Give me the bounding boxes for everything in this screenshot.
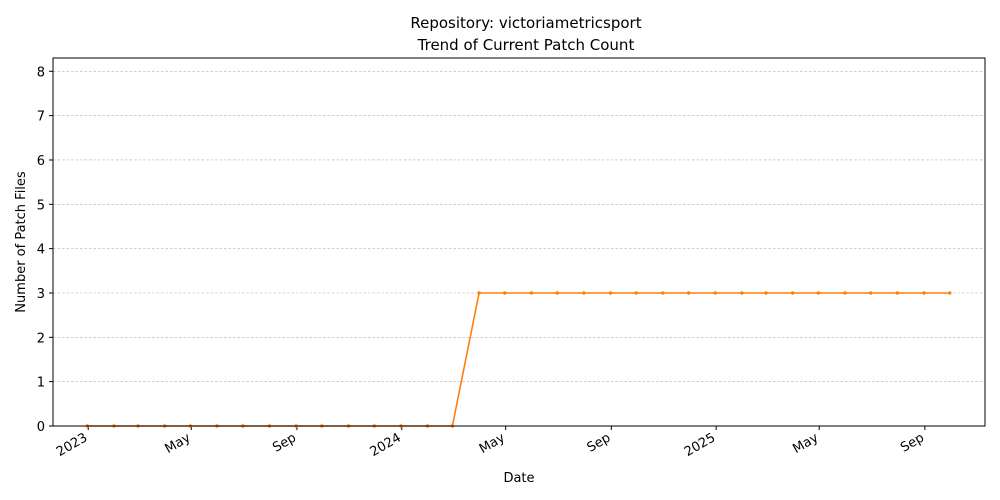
y-tick-label: 5 <box>37 198 45 213</box>
x-axis-label: Date <box>503 471 534 486</box>
y-axis: 0 1 2 3 4 5 6 7 8 <box>37 65 53 435</box>
data-point <box>713 291 717 295</box>
plot-series <box>85 291 952 428</box>
data-point <box>895 291 900 295</box>
data-point <box>634 291 638 295</box>
data-point <box>582 291 586 295</box>
data-point <box>608 291 613 295</box>
x-tick-label: 2023 <box>54 430 90 460</box>
x-tick-label: May <box>477 430 508 457</box>
data-point <box>843 291 847 295</box>
data-point <box>790 291 795 295</box>
x-axis: 2023 May Sep 2024 May Sep 2025 May Sep <box>54 426 927 460</box>
x-tick-label: 2025 <box>682 430 718 460</box>
y-tick-label: 2 <box>37 331 45 346</box>
y-tick-label: 1 <box>37 376 45 391</box>
x-tick-label: Sep <box>270 430 299 455</box>
chart-title-line1: Repository: victoriametricsport <box>410 14 641 32</box>
series-line <box>87 292 950 427</box>
data-point <box>764 291 768 295</box>
y-tick-label: 4 <box>37 243 45 258</box>
grid-lines <box>53 71 985 427</box>
data-point <box>555 291 559 295</box>
data-point <box>477 291 481 295</box>
x-tick-label: May <box>790 430 821 457</box>
y-axis-label: Number of Patch Files <box>14 171 29 313</box>
data-point <box>816 291 821 295</box>
data-point <box>922 291 926 295</box>
data-point <box>869 291 873 295</box>
x-tick-label: Sep <box>898 430 927 455</box>
y-tick-label: 6 <box>37 154 45 169</box>
plot-frame <box>52 57 986 427</box>
data-point <box>740 291 744 295</box>
y-tick-label: 0 <box>37 420 45 435</box>
x-tick-label: May <box>163 430 194 457</box>
data-point <box>529 291 534 295</box>
data-point <box>948 291 952 295</box>
data-point <box>661 291 665 295</box>
data-point <box>686 291 691 295</box>
y-tick-label: 3 <box>37 287 45 302</box>
y-tick-label: 8 <box>37 65 45 80</box>
x-tick-label: Sep <box>585 430 614 455</box>
chart-title-line2: Trend of Current Patch Count <box>417 36 635 54</box>
x-tick-label: 2024 <box>368 430 404 460</box>
data-point <box>503 291 507 295</box>
y-tick-label: 7 <box>37 110 45 125</box>
